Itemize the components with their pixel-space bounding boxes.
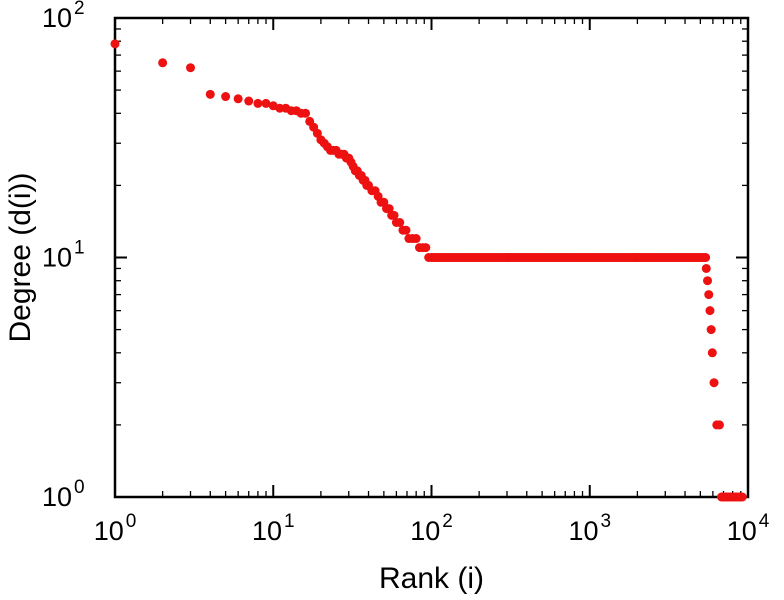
x-tick-label: 10 2 <box>410 511 453 546</box>
data-point <box>701 253 711 262</box>
data-point <box>253 98 263 108</box>
x-axis-title: Rank (i) <box>379 562 484 595</box>
x-tick-label: 10 0 <box>94 511 137 546</box>
x-tick-label: 10 4 <box>727 511 770 546</box>
data-point <box>421 243 431 253</box>
data-point <box>158 58 168 68</box>
data-point <box>714 420 724 430</box>
y-tick-label: 10 1 <box>42 238 85 273</box>
plot-box <box>113 16 750 499</box>
data-point <box>205 89 215 99</box>
data-point <box>401 225 411 235</box>
data-point <box>244 96 254 106</box>
data-point <box>110 39 120 49</box>
data-point <box>705 306 715 316</box>
x-tick-label: 10 3 <box>568 511 611 546</box>
y-axis-title: Degree (d(i)) <box>4 172 37 342</box>
data-series <box>110 39 747 502</box>
data-point <box>709 378 719 388</box>
data-point <box>706 325 716 335</box>
y-tick-label: 10 2 <box>42 0 85 33</box>
data-point <box>389 210 399 220</box>
data-point <box>703 276 713 286</box>
data-point <box>301 108 311 118</box>
data-point <box>707 348 717 358</box>
data-point <box>395 218 405 227</box>
data-point <box>186 63 195 73</box>
data-point <box>233 94 243 104</box>
data-point <box>704 290 714 300</box>
data-point <box>411 234 421 244</box>
data-point <box>701 263 711 273</box>
x-tick-label: 10 1 <box>252 511 295 546</box>
data-point <box>261 98 271 108</box>
data-point <box>737 492 747 502</box>
y-tick-label: 10 0 <box>42 477 85 512</box>
data-point <box>221 92 231 102</box>
